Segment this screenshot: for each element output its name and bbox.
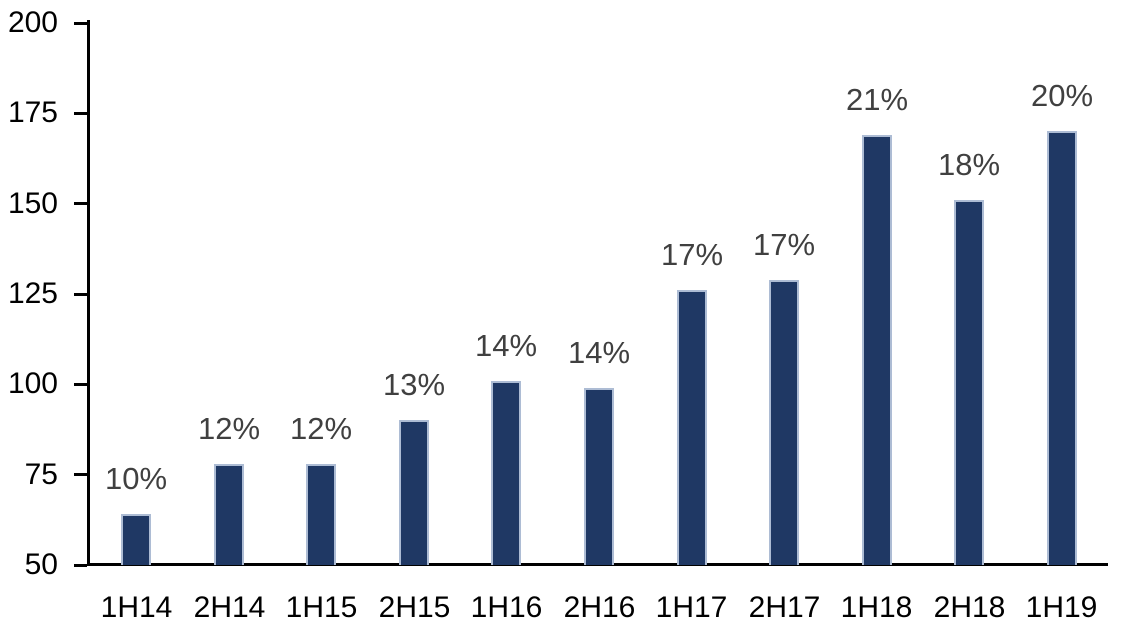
bar-value-label: 13%: [382, 367, 446, 402]
y-axis-tick-label: 200: [7, 6, 58, 39]
y-axis-tick-label: 150: [7, 187, 58, 220]
bar: [214, 464, 244, 565]
bar: [306, 464, 336, 565]
y-axis-tick-label: 125: [7, 277, 58, 310]
bar-value-label: 20%: [1030, 78, 1094, 113]
bar: [862, 135, 892, 565]
bar: [584, 388, 614, 565]
x-axis-tick-label: 2H14: [193, 591, 266, 624]
y-axis-tick: [74, 564, 87, 567]
bar: [954, 200, 984, 565]
y-axis-tick: [74, 202, 87, 205]
y-axis-tick: [74, 112, 87, 115]
bar: [677, 290, 707, 565]
y-axis-line: [87, 20, 90, 566]
bar-value-label: 17%: [752, 227, 816, 262]
x-axis-tick-label: 1H15: [285, 591, 358, 624]
bar: [121, 514, 151, 565]
y-axis-tick-label: 75: [24, 458, 58, 491]
bar-value-label: 21%: [845, 82, 909, 117]
y-axis-tick-label: 175: [7, 96, 58, 129]
y-axis-tick: [74, 473, 87, 476]
y-axis-tick: [74, 383, 87, 386]
bar-value-label: 17%: [660, 237, 724, 272]
bar: [1047, 131, 1077, 565]
x-axis-tick-label: 1H18: [840, 591, 913, 624]
x-axis-tick-label: 2H18: [933, 591, 1006, 624]
x-axis-tick-label: 2H17: [748, 591, 821, 624]
bar-value-label: 12%: [289, 411, 353, 446]
bar: [769, 280, 799, 565]
bar: [491, 381, 521, 565]
bar-value-label: 14%: [474, 328, 538, 363]
x-axis-tick-label: 1H14: [100, 591, 173, 624]
x-axis-tick-label: 1H16: [470, 591, 543, 624]
y-axis-tick: [74, 22, 87, 25]
bar: [399, 420, 429, 565]
x-axis-tick-label: 1H19: [1025, 591, 1098, 624]
y-axis-tick-label: 50: [24, 548, 58, 581]
y-axis-tick-label: 100: [7, 367, 58, 400]
bar-value-label: 10%: [104, 461, 168, 496]
y-axis-tick: [74, 293, 87, 296]
x-axis-tick-label: 2H16: [563, 591, 636, 624]
bar-value-label: 12%: [197, 411, 261, 446]
bar-value-label: 18%: [937, 147, 1001, 182]
x-axis-tick-label: 2H15: [378, 591, 451, 624]
x-axis-tick-label: 1H17: [655, 591, 728, 624]
bar-value-label: 14%: [567, 335, 631, 370]
